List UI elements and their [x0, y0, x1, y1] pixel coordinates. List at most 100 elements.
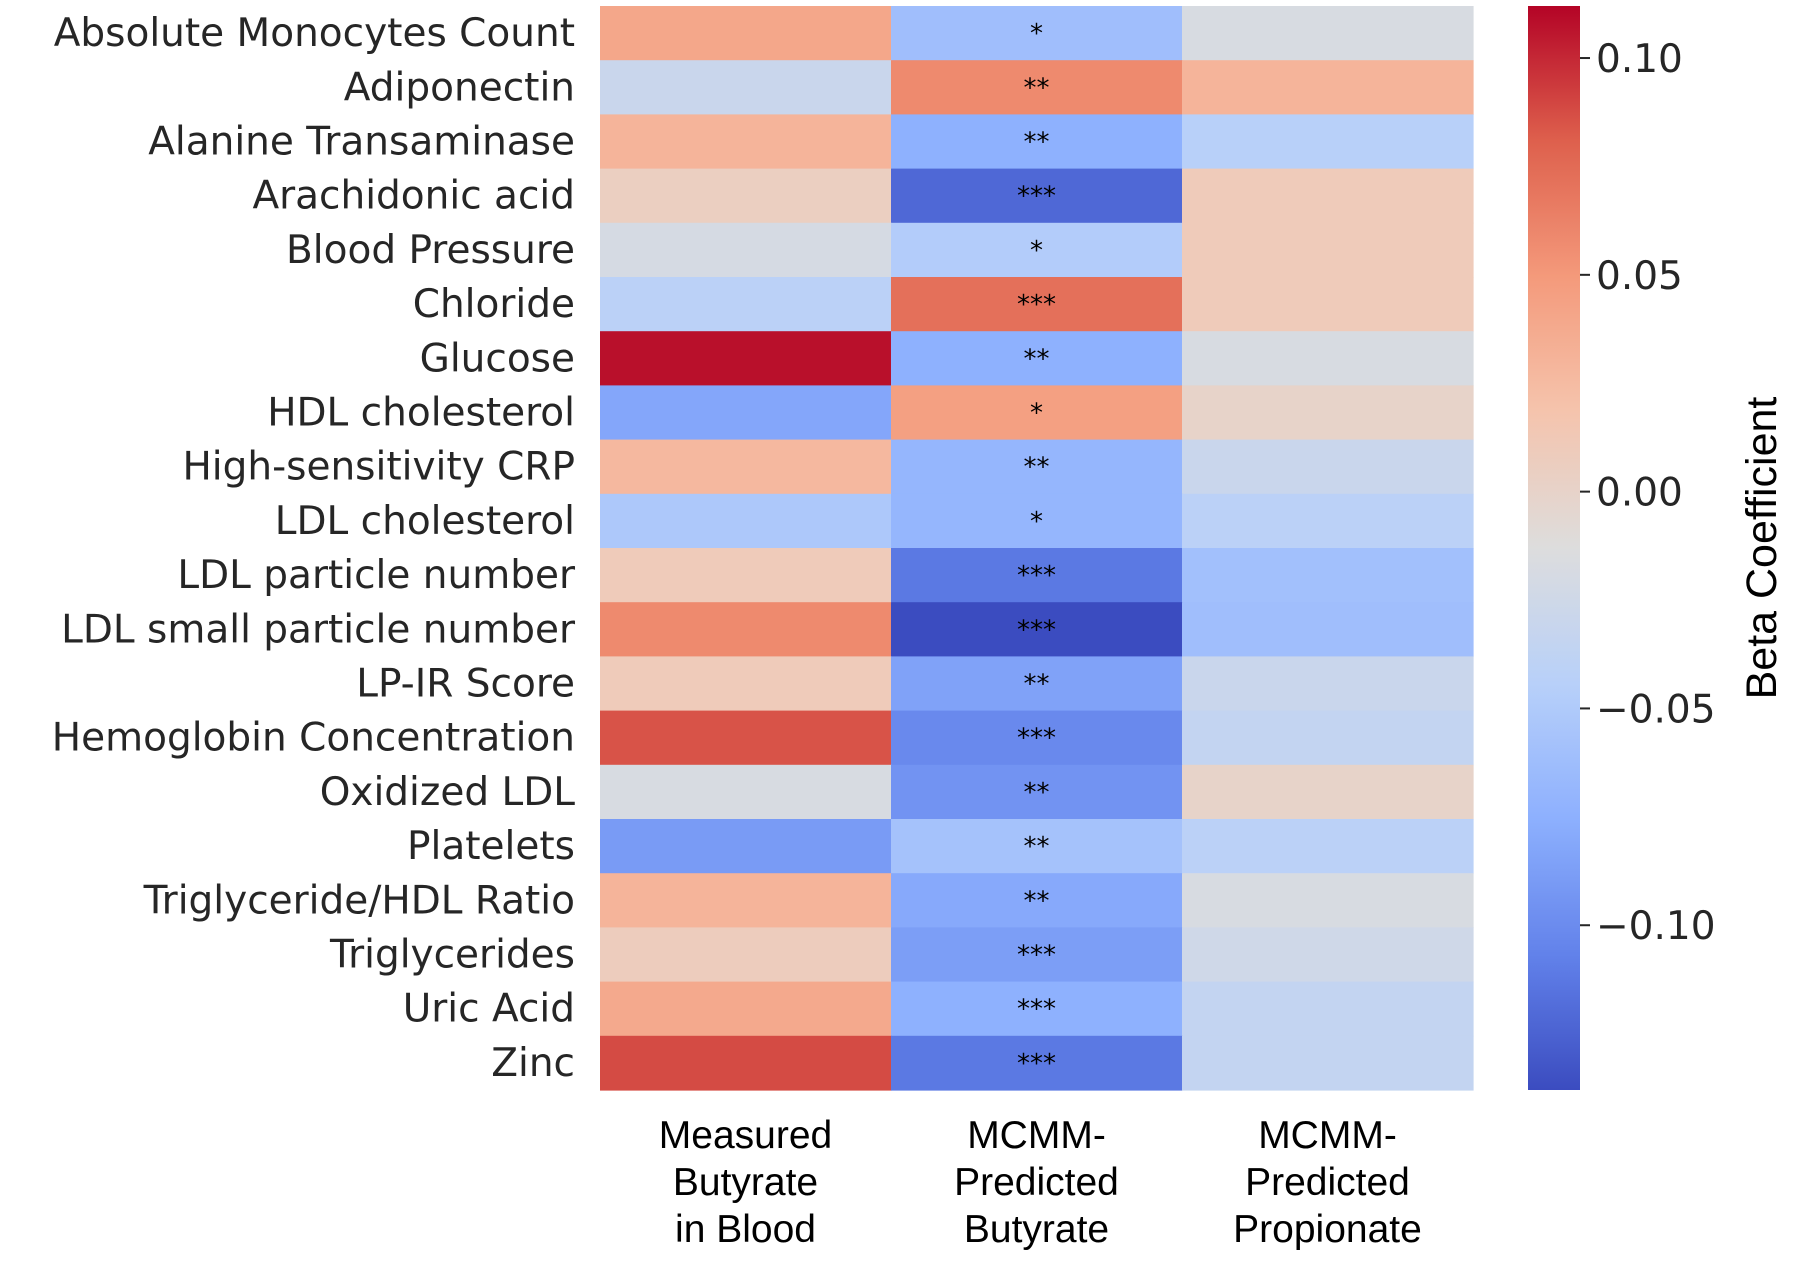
- significance-annotation: **: [1024, 453, 1050, 483]
- heatmap-cell: [891, 114, 1183, 170]
- heatmap-cell: [600, 1035, 892, 1091]
- heatmap-cell: [600, 656, 892, 712]
- colorbar-tick-label: 0.00: [1596, 471, 1683, 516]
- column-label: MCMM-Predicted Butyrate: [954, 1114, 1119, 1251]
- heatmap-cell: [600, 168, 892, 224]
- heatmap-cell: [891, 981, 1183, 1037]
- heatmap-cell: [600, 331, 892, 386]
- row-label: Hemoglobin Concentration: [52, 716, 575, 761]
- heatmap-cell: [891, 710, 1183, 766]
- row-label: HDL cholesterol: [267, 391, 575, 436]
- heatmap-cell: [600, 927, 892, 983]
- row-label: Uric Acid: [403, 987, 575, 1032]
- colorbar-tick-label: −0.05: [1596, 687, 1716, 732]
- heatmap-cell: [891, 548, 1183, 603]
- heatmap-cell: [1182, 331, 1474, 386]
- row-label: LP-IR Score: [356, 662, 575, 707]
- row-label: Oxidized LDL: [320, 770, 576, 815]
- row-label: Chloride: [413, 282, 575, 327]
- significance-annotation: *: [1030, 236, 1043, 266]
- significance-annotation: ***: [1017, 941, 1056, 971]
- colorbar-tick-label: 0.10: [1596, 37, 1683, 82]
- heatmap-cell: [600, 819, 892, 874]
- colorbar-ticks: 0.10 0.05 0.00 −0.05 −0.10: [1580, 37, 1716, 949]
- colorbar-title: Beta Coefficient: [1738, 397, 1786, 700]
- column-labels: Measured Butyrate in Blood MCMM-Predicted Bu…: [659, 1114, 1422, 1251]
- heatmap-cell: [1182, 168, 1474, 224]
- significance-annotation: *: [1030, 399, 1043, 429]
- heatmap-cell: [1182, 981, 1474, 1037]
- heatmap-cell: [891, 331, 1183, 386]
- row-label: Blood Pressure: [286, 228, 575, 273]
- heatmap-cell: [891, 439, 1183, 495]
- significance-annotation: ***: [1017, 724, 1056, 754]
- row-label: Triglycerides: [329, 933, 575, 978]
- heatmap-cell: [1182, 819, 1474, 874]
- significance-annotation: **: [1024, 344, 1050, 374]
- heatmap-cell: [891, 764, 1183, 820]
- column-label: Measured Butyrate in Blood: [659, 1114, 832, 1251]
- row-label: Platelets: [407, 824, 575, 869]
- colorbar-tick-label: 0.05: [1596, 254, 1683, 299]
- heatmap-cell: [1182, 548, 1474, 603]
- significance-annotation: **: [1024, 832, 1050, 862]
- heatmap-cell: [600, 873, 892, 928]
- significance-annotation: ***: [1017, 995, 1056, 1025]
- heatmap-cell: [1182, 6, 1474, 61]
- heatmap-cell: [1182, 1035, 1474, 1091]
- significance-annotation: ***: [1017, 290, 1056, 320]
- heatmap-cell: [600, 385, 892, 441]
- heatmap-cell: [600, 764, 892, 820]
- row-label: Arachidonic acid: [252, 174, 575, 219]
- heatmap-cell: [891, 493, 1183, 549]
- heatmap-cell: [1182, 385, 1474, 441]
- column-label: MCMM-Predicted Propionate: [1233, 1114, 1422, 1251]
- heatmap-cell: [1182, 764, 1474, 820]
- significance-annotation: ***: [1017, 182, 1056, 212]
- heatmap-cell: [891, 168, 1183, 224]
- heatmap-cell: [891, 60, 1183, 115]
- heatmap-cell: [600, 6, 892, 61]
- row-label: Triglyceride/HDL Ratio: [143, 878, 575, 923]
- heatmap-cell: [1182, 710, 1474, 766]
- row-labels: Absolute Monocytes Count Adiponectin Alani…: [52, 11, 576, 1086]
- heatmap-cell: [891, 385, 1183, 441]
- row-label: Absolute Monocytes Count: [54, 11, 575, 56]
- heatmap-cell: [1182, 602, 1474, 657]
- significance-annotation: ***: [1017, 561, 1056, 591]
- heatmap-cell: [1182, 873, 1474, 928]
- significance-annotation: *: [1030, 19, 1043, 49]
- significance-annotation: **: [1024, 886, 1050, 916]
- row-label: Alanine Transaminase: [148, 120, 575, 165]
- significance-annotation: **: [1024, 670, 1050, 700]
- heatmap-cell: [600, 710, 892, 766]
- heatmap-cell: [600, 222, 892, 278]
- heatmap-cell: [1182, 114, 1474, 170]
- heatmap-cell: [1182, 656, 1474, 712]
- row-label: LDL particle number: [177, 553, 576, 598]
- colorbar-scale: [1528, 6, 1580, 1090]
- colorbar-tick-label: −0.10: [1596, 904, 1716, 949]
- heatmap-cell: [891, 277, 1183, 332]
- heatmap-cell: [1182, 927, 1474, 983]
- heatmap-cell: [600, 493, 892, 549]
- significance-annotation: ***: [1017, 1049, 1056, 1079]
- significance-annotation: *: [1030, 507, 1043, 537]
- heatmap-cell: [891, 927, 1183, 983]
- heatmap-cell: [600, 602, 892, 657]
- heatmap-cell: [891, 222, 1183, 278]
- row-label: LDL cholesterol: [275, 499, 575, 544]
- significance-annotation: **: [1024, 778, 1050, 808]
- heatmap-cell: [600, 439, 892, 495]
- heatmap-cell: [600, 277, 892, 332]
- heatmap-cell: [1182, 277, 1474, 332]
- row-label: Zinc: [491, 1041, 575, 1086]
- colorbar: 0.10 0.05 0.00 −0.05 −0.10 Beta Coefficient: [1528, 6, 1786, 1090]
- heatmap-cell: [600, 981, 892, 1037]
- heatmap-cell: [600, 60, 892, 115]
- heatmap-cell: [891, 1035, 1183, 1091]
- heatmap-cell: [891, 602, 1183, 657]
- heatmap-cell: [891, 656, 1183, 712]
- heatmap-cell: [600, 114, 892, 170]
